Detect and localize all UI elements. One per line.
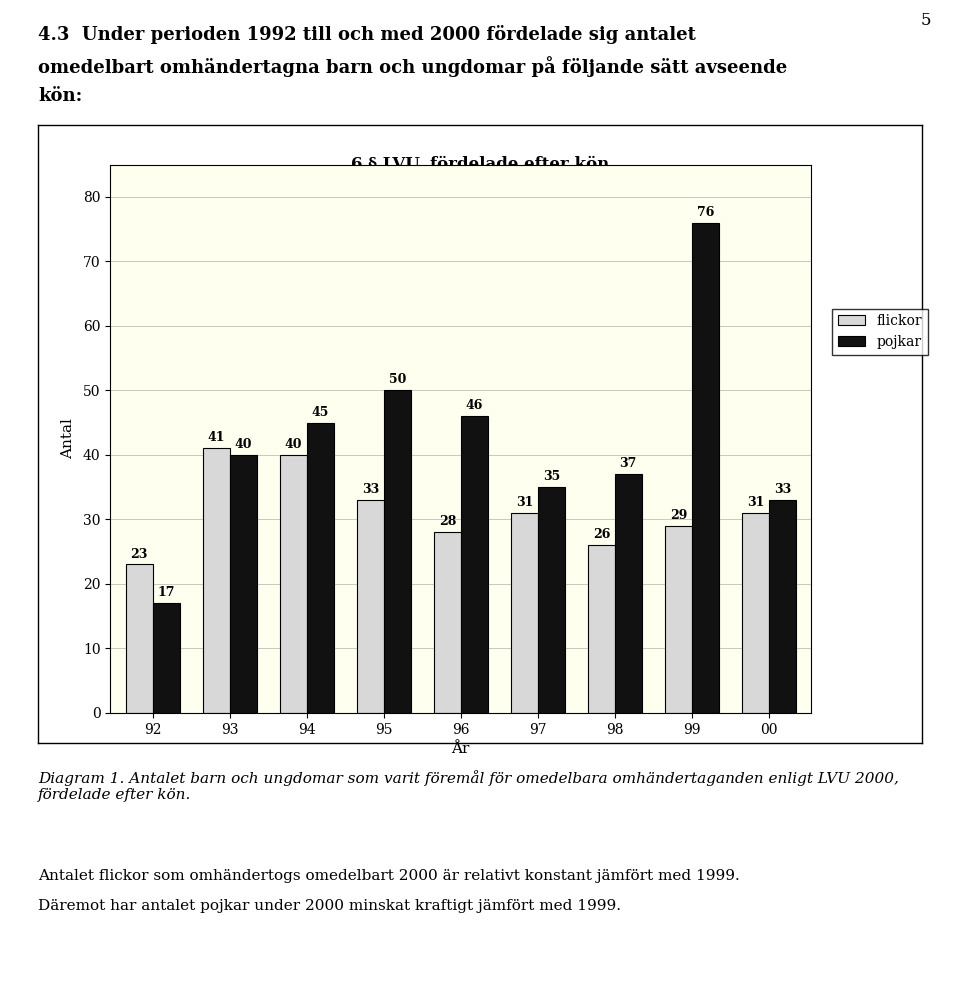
Text: 40: 40 [234,438,252,451]
Text: 40: 40 [284,438,302,451]
Bar [538,488,564,713]
Bar [434,532,461,713]
Text: 31: 31 [516,496,533,509]
Bar [588,545,614,713]
Bar [203,449,229,713]
Bar [384,390,411,713]
Bar [153,603,180,713]
Bar [307,423,334,713]
Text: 31: 31 [747,496,764,509]
Text: 17: 17 [157,586,175,599]
Text: 76: 76 [697,205,714,218]
Text: 41: 41 [207,432,225,445]
Bar [742,512,769,713]
Bar [229,455,256,713]
Bar [692,222,719,713]
Y-axis label: Antal: Antal [60,419,75,459]
Text: Diagram 1. Antalet barn och ungdomar som varit föremål för omedelbara omhänderta: Diagram 1. Antalet barn och ungdomar som… [38,770,900,802]
Bar [511,512,538,713]
Text: 4.3  Under perioden 1992 till och med 2000 fördelade sig antalet: 4.3 Under perioden 1992 till och med 200… [38,25,696,44]
Bar [614,475,642,713]
Text: 6 § LVU, fördelade efter kön: 6 § LVU, fördelade efter kön [350,156,610,172]
Text: 26: 26 [592,528,610,541]
Text: Däremot har antalet pojkar under 2000 minskat kraftigt jämfört med 1999.: Däremot har antalet pojkar under 2000 mi… [38,899,621,913]
Text: kön:: kön: [38,87,83,105]
Text: 46: 46 [466,399,483,412]
Text: Antalet flickor som omhändertogs omedelbart 2000 är relativt konstant jämfört me: Antalet flickor som omhändertogs omedelb… [38,869,740,883]
Text: 37: 37 [619,458,637,471]
Bar [279,455,307,713]
Text: omedelbart omhändertagna barn och ungdomar på följande sätt avseende: omedelbart omhändertagna barn och ungdom… [38,56,787,77]
Text: 35: 35 [542,471,560,484]
Text: 50: 50 [389,374,406,387]
Bar [126,564,153,713]
X-axis label: År: År [451,742,470,756]
Text: 33: 33 [362,484,379,497]
Text: 23: 23 [131,547,148,560]
Bar [769,499,796,713]
Bar [461,416,488,713]
Text: 29: 29 [670,508,687,521]
Bar [357,499,384,713]
Legend: flickor, pojkar: flickor, pojkar [832,308,927,355]
Text: 45: 45 [312,406,329,419]
Bar [665,525,692,713]
Text: 28: 28 [439,515,456,528]
Text: 33: 33 [774,484,791,497]
Text: 5: 5 [921,12,931,29]
